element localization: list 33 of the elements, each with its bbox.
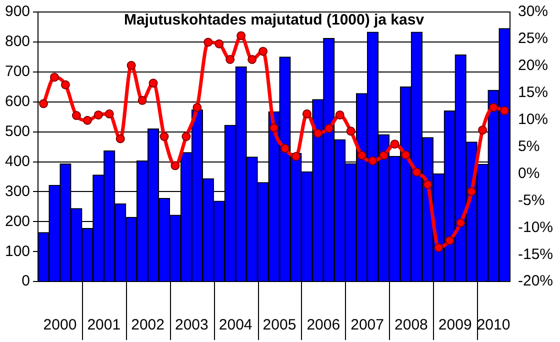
text: 2010 xyxy=(476,316,510,334)
text: 2004 xyxy=(218,316,252,334)
text: 2000 xyxy=(43,316,77,334)
y-tick-label: 100 xyxy=(4,242,30,260)
y-tick-label: 400 xyxy=(4,152,30,170)
text: 2008 xyxy=(394,316,428,334)
y-tick-label: 500 xyxy=(4,122,30,140)
y2-tick-label: -15% xyxy=(518,246,554,263)
y2-tick-label: 15% xyxy=(518,84,548,102)
y-tick-label: 0 xyxy=(22,272,30,290)
text: 2001 xyxy=(87,316,121,334)
y-tick-label: 200 xyxy=(4,212,30,230)
y2-tick-label: 10% xyxy=(518,110,548,128)
y2-tick-label: -10% xyxy=(518,218,554,236)
text: 2009 xyxy=(438,316,472,334)
y-tick-label: 700 xyxy=(4,63,30,80)
y2-tick-label: 30% xyxy=(518,3,548,20)
y2-tick-label: -20% xyxy=(518,272,554,290)
text: 2003 xyxy=(175,316,208,334)
y-tick-label: 600 xyxy=(4,93,30,110)
y2-tick-label: 5% xyxy=(518,138,540,155)
text: 2006 xyxy=(306,316,340,334)
y2-tick-label: 25% xyxy=(518,30,548,48)
y2-tick-label: 20% xyxy=(518,57,548,74)
text: 2002 xyxy=(131,316,164,334)
y-tick-label: 900 xyxy=(4,3,30,20)
text: 2005 xyxy=(262,316,296,334)
y-tick-label: 800 xyxy=(4,33,30,50)
y2-tick-label: 0% xyxy=(518,164,540,182)
y2-tick-label: -5% xyxy=(518,192,545,209)
chart-title: Majutuskohtades majutatud (1000) ja kasv xyxy=(124,12,425,29)
y-tick-label: 300 xyxy=(4,182,30,200)
text: 2007 xyxy=(350,316,384,334)
